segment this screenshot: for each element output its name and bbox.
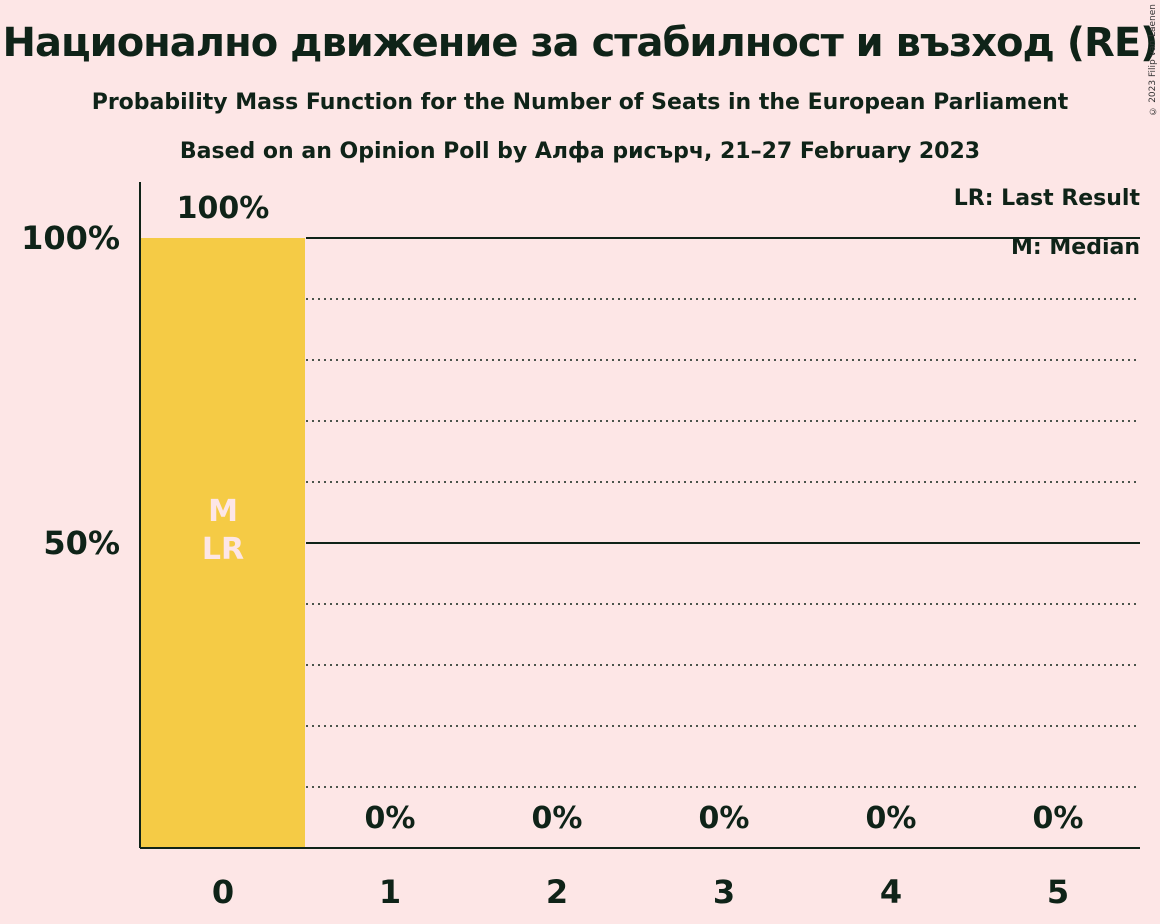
legend-last-result: LR: Last Result — [953, 186, 1140, 211]
bar-value-label: 0% — [532, 801, 583, 836]
y-tick-label: 50% — [43, 524, 120, 562]
median-marker: M — [208, 494, 238, 529]
x-tick-label: 4 — [880, 873, 902, 911]
last-result-marker: LR — [202, 532, 244, 567]
bar-value-label: 0% — [699, 801, 750, 836]
y-tick-label: 100% — [21, 219, 120, 257]
chart-title: Национално движение за стабилност и възх… — [2, 20, 1159, 66]
bar-value-label: 0% — [1033, 801, 1084, 836]
x-tick-label: 0 — [212, 873, 234, 911]
bar-value-label: 0% — [866, 801, 917, 836]
chart-subtitle: Probability Mass Function for the Number… — [91, 90, 1069, 115]
x-tick-label: 2 — [546, 873, 568, 911]
x-tick-label: 1 — [379, 873, 401, 911]
x-tick-label: 3 — [713, 873, 735, 911]
x-tick-label: 5 — [1047, 873, 1069, 911]
bar-0 — [141, 238, 305, 848]
bar-value-label: 0% — [365, 801, 416, 836]
legend-median: M: Median — [1011, 235, 1140, 260]
bar-value-label: 100% — [177, 191, 270, 226]
chart-subtitle-poll: Based on an Opinion Poll by Алфа рисърч,… — [179, 139, 981, 164]
